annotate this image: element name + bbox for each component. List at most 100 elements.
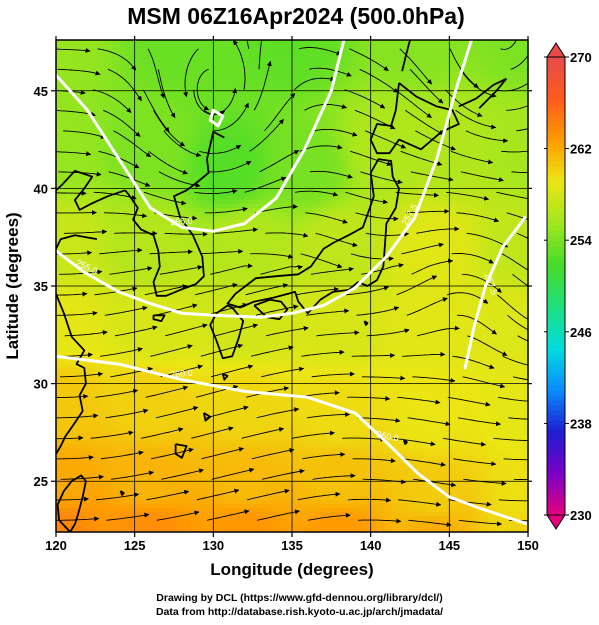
streamline (307, 512, 351, 521)
colorbar-max-arrow (546, 42, 566, 58)
coastline (401, 40, 411, 72)
streamline (56, 516, 100, 522)
colorbar-segment (547, 256, 565, 262)
colorbar-segment (547, 385, 565, 392)
contour-line (56, 40, 346, 233)
colorbar-segment (547, 300, 565, 307)
streamline (204, 206, 248, 214)
colorbar-segment (547, 390, 565, 397)
coastline (209, 304, 245, 360)
streamline (511, 171, 528, 174)
y-tick-label: 35 (34, 279, 48, 294)
streamline (149, 249, 193, 255)
colorbar-segment (547, 335, 565, 342)
streamline (306, 308, 350, 316)
streamline (349, 48, 389, 72)
colorbar-label: 230 (570, 508, 592, 523)
streamline (206, 509, 250, 521)
streamline (458, 519, 502, 527)
streamline (461, 273, 502, 293)
streamline (416, 325, 460, 337)
colorbar-segment (547, 355, 565, 362)
y-tick-label: 30 (34, 377, 48, 392)
colorbar-segment (547, 116, 565, 123)
streamline (199, 144, 242, 154)
streamline (111, 470, 154, 480)
streamline (261, 468, 305, 480)
coastline (56, 169, 126, 211)
colorbar-segment (547, 425, 565, 431)
colorbar-segment (547, 485, 565, 491)
streamline (100, 450, 144, 460)
colorbar-segment (547, 315, 565, 322)
streamline (140, 427, 184, 439)
streamline (103, 109, 141, 137)
colorbar-segment (547, 91, 565, 98)
colorbar-label: 238 (570, 416, 592, 431)
streamline (56, 393, 89, 399)
streamline (507, 314, 528, 331)
streamline (295, 190, 339, 197)
streamline (358, 518, 402, 524)
coastline (203, 412, 212, 422)
streamline (258, 40, 263, 70)
streamline (196, 488, 240, 501)
coastline (124, 130, 225, 297)
colorbar-segment (547, 370, 565, 377)
streamline (453, 458, 497, 467)
streamline (210, 263, 253, 275)
colorbar-segment (547, 176, 565, 183)
colorbar-segment (547, 141, 565, 148)
contour-line (208, 108, 225, 128)
colorbar-segment (547, 395, 565, 402)
coastline (174, 443, 188, 459)
streamline (316, 330, 360, 337)
x-tick-label: 140 (360, 538, 382, 553)
colorbar-segment (547, 450, 565, 456)
credit-data: Data from http://database.rish.kyoto-u.a… (155, 606, 444, 618)
x-axis-ticks: 120 125 130 135 140 145 150 (45, 36, 539, 553)
y-axis-ticks: 25 30 35 40 45 (34, 84, 532, 489)
streamline (215, 323, 259, 337)
streamline (145, 385, 189, 398)
streamline (90, 430, 134, 439)
streamline (399, 48, 433, 85)
coastline (363, 320, 369, 326)
streamline (113, 130, 152, 158)
streamline (203, 88, 238, 115)
streamline (105, 408, 149, 419)
colorbar-segment (547, 66, 565, 73)
streamline (164, 231, 208, 237)
colorbar-segment (547, 111, 565, 118)
streamline (447, 396, 491, 407)
colorbar-segment (547, 415, 565, 422)
colorbar-label: 270 (570, 50, 592, 65)
streamline (346, 285, 389, 296)
x-axis-label: Longitude (degrees) (210, 560, 373, 579)
streamline (415, 130, 456, 151)
colorbar-segment (547, 360, 565, 367)
x-tick-label: 120 (45, 538, 67, 553)
streamline (195, 283, 238, 296)
colorbar-segment (547, 71, 565, 78)
colorbar-segment (547, 131, 565, 138)
streamline (362, 478, 406, 485)
streamline (402, 351, 446, 357)
streamline (56, 89, 86, 95)
streamline (497, 294, 528, 320)
streamline (57, 68, 101, 76)
streamline (147, 48, 165, 99)
streamline (63, 229, 108, 235)
streamline (199, 248, 244, 255)
streamline (265, 232, 309, 238)
colorbar-segment (547, 430, 565, 436)
coastline (152, 314, 166, 322)
streamline (260, 264, 303, 275)
streamline (302, 451, 346, 460)
streamline (210, 364, 254, 378)
streamline (247, 488, 290, 501)
streamline (249, 119, 284, 152)
colorbar-segment (547, 266, 565, 272)
colorbar-segment (547, 96, 565, 103)
streamline (96, 492, 140, 501)
